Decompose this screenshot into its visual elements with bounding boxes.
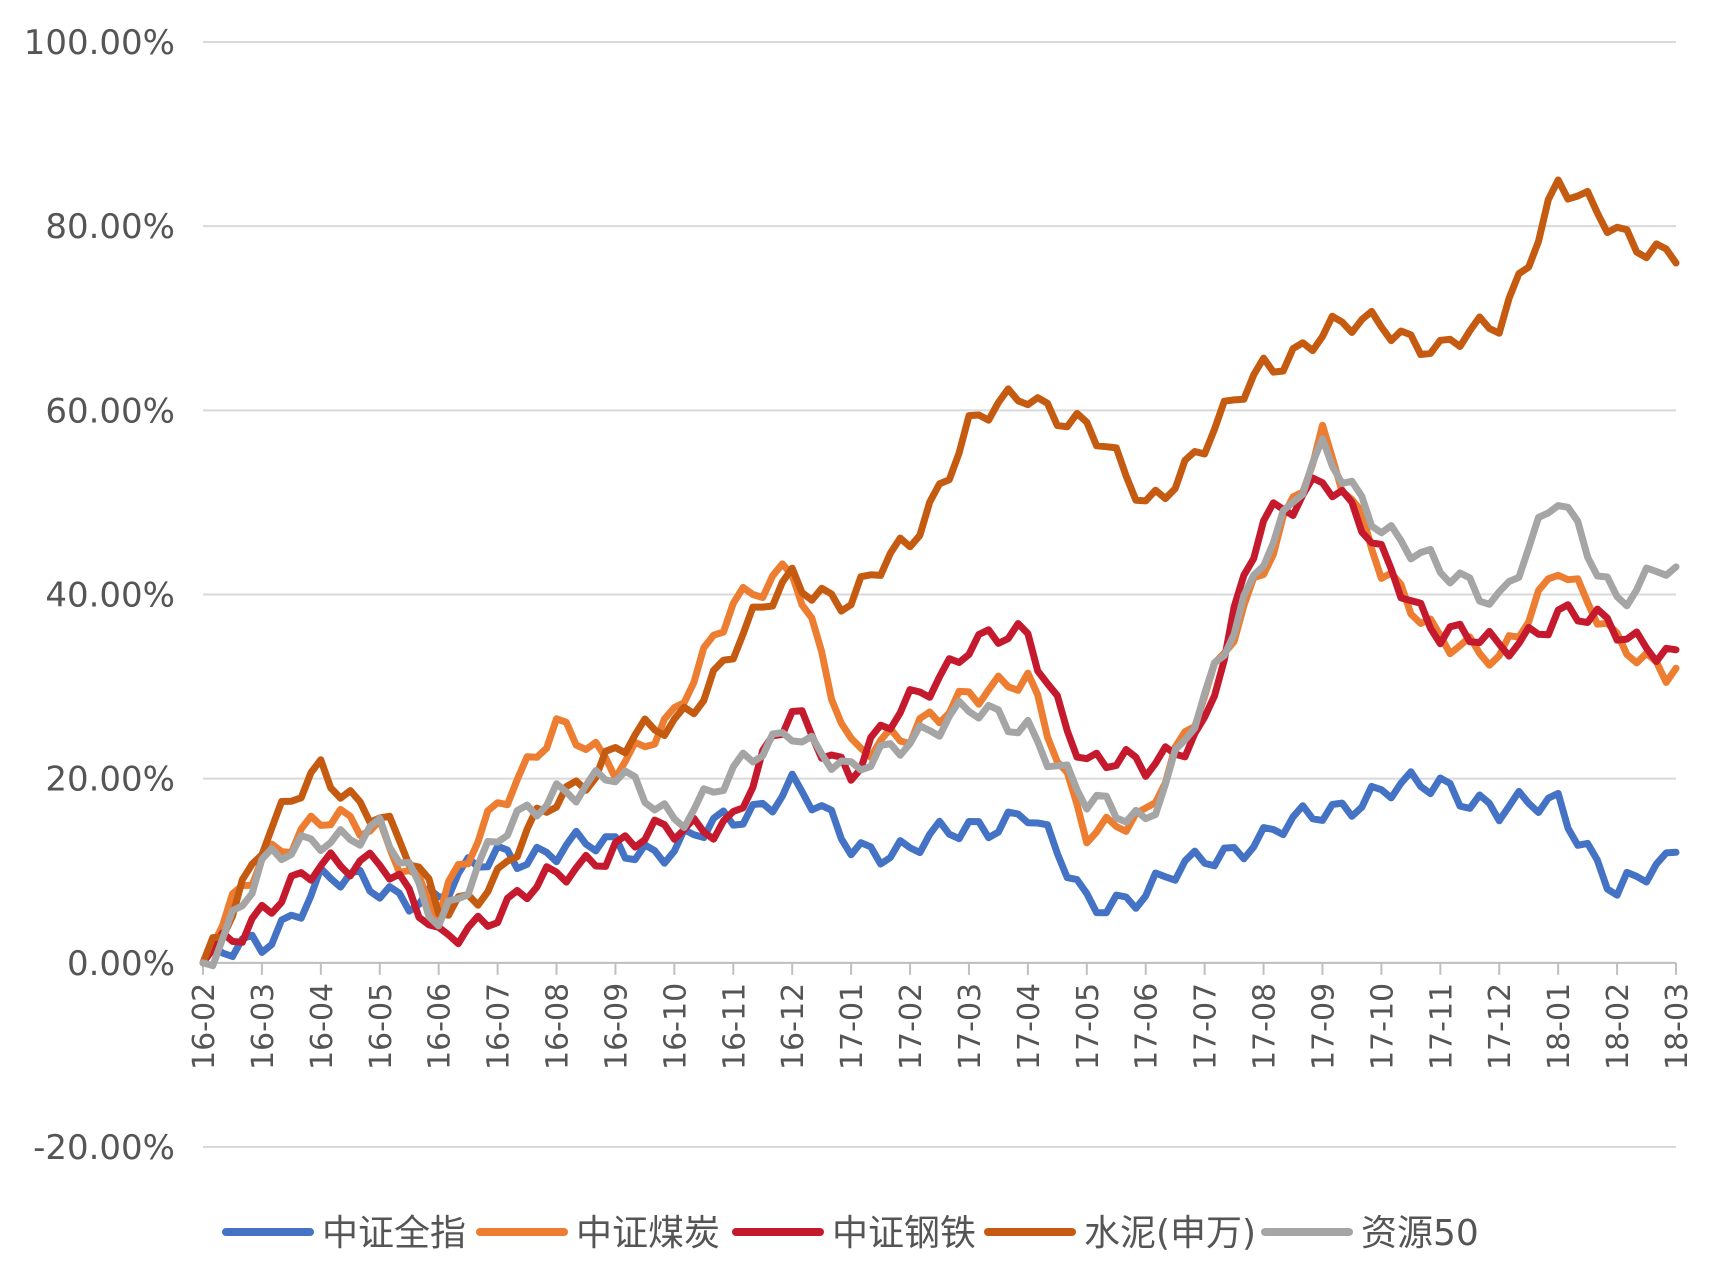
x-tick-label: 16-03 bbox=[246, 983, 281, 1070]
x-tick-label: 17-08 bbox=[1248, 983, 1283, 1070]
legend-label: 中证钢铁 bbox=[832, 1213, 976, 1254]
legend-label: 中证煤炭 bbox=[576, 1213, 720, 1254]
series-line bbox=[199, 421, 1680, 967]
y-tick-label: 60.00% bbox=[45, 391, 175, 431]
legend-label: 水泥(申万) bbox=[1084, 1213, 1256, 1254]
x-tick-label: 17-06 bbox=[1130, 983, 1165, 1070]
x-tick-label: 16-11 bbox=[717, 983, 752, 1070]
x-tick-label: 18-01 bbox=[1542, 983, 1577, 1070]
x-tick-label: 16-09 bbox=[599, 983, 634, 1070]
x-tick-label: 16-12 bbox=[776, 983, 811, 1070]
x-tick-label: 17-04 bbox=[1012, 983, 1047, 1070]
y-tick-label: 40.00% bbox=[45, 576, 175, 616]
x-tick-label: 18-02 bbox=[1601, 983, 1636, 1070]
x-tick-label: 16-06 bbox=[423, 983, 458, 1070]
y-tick-label: 20.00% bbox=[45, 760, 175, 800]
x-tick-label: 17-12 bbox=[1483, 983, 1518, 1070]
y-tick-label: -20.00% bbox=[33, 1128, 175, 1168]
x-tick-label: 17-01 bbox=[835, 983, 870, 1070]
x-tick-label: 17-11 bbox=[1424, 983, 1459, 1070]
legend: 中证全指 中证煤炭 中证钢铁 水泥(申万) 资源50 bbox=[222, 1213, 1479, 1254]
y-axis-tick-labels: 100.00% 80.00% 60.00% 40.00% 20.00% 0.00% -20.… bbox=[24, 23, 175, 1168]
grid-lines bbox=[203, 41, 1676, 1148]
x-tick-label: 17-09 bbox=[1306, 983, 1341, 1070]
legend-label: 资源50 bbox=[1361, 1213, 1479, 1254]
x-tick-label: 18-03 bbox=[1660, 983, 1695, 1070]
y-tick-label: 80.00% bbox=[45, 207, 175, 247]
x-tick-label: 17-02 bbox=[894, 983, 929, 1070]
series-lines bbox=[199, 176, 1680, 970]
x-tick-label: 16-04 bbox=[305, 983, 340, 1070]
x-tick-label: 17-07 bbox=[1189, 983, 1224, 1070]
x-tick-label: 16-07 bbox=[482, 983, 517, 1070]
x-tick-label: 17-10 bbox=[1365, 983, 1400, 1070]
x-tick-label: 17-03 bbox=[953, 983, 988, 1070]
x-tick-label: 16-08 bbox=[541, 983, 576, 1070]
x-axis-tick-labels: 16-02 16-03 16-04 16-05 16-06 16-07 16-08 16-09… bbox=[187, 962, 1695, 1070]
series-line bbox=[199, 435, 1680, 970]
x-tick-label: 16-05 bbox=[364, 983, 399, 1070]
y-tick-label: 100.00% bbox=[24, 23, 175, 63]
series-line bbox=[199, 768, 1680, 967]
x-tick-label: 16-10 bbox=[658, 983, 693, 1070]
series-line bbox=[199, 176, 1680, 967]
x-tick-label: 16-02 bbox=[187, 983, 222, 1070]
legend-label: 中证全指 bbox=[322, 1213, 466, 1254]
y-tick-label: 0.00% bbox=[67, 944, 175, 984]
x-tick-label: 17-05 bbox=[1071, 983, 1106, 1070]
series-line bbox=[199, 474, 1680, 967]
